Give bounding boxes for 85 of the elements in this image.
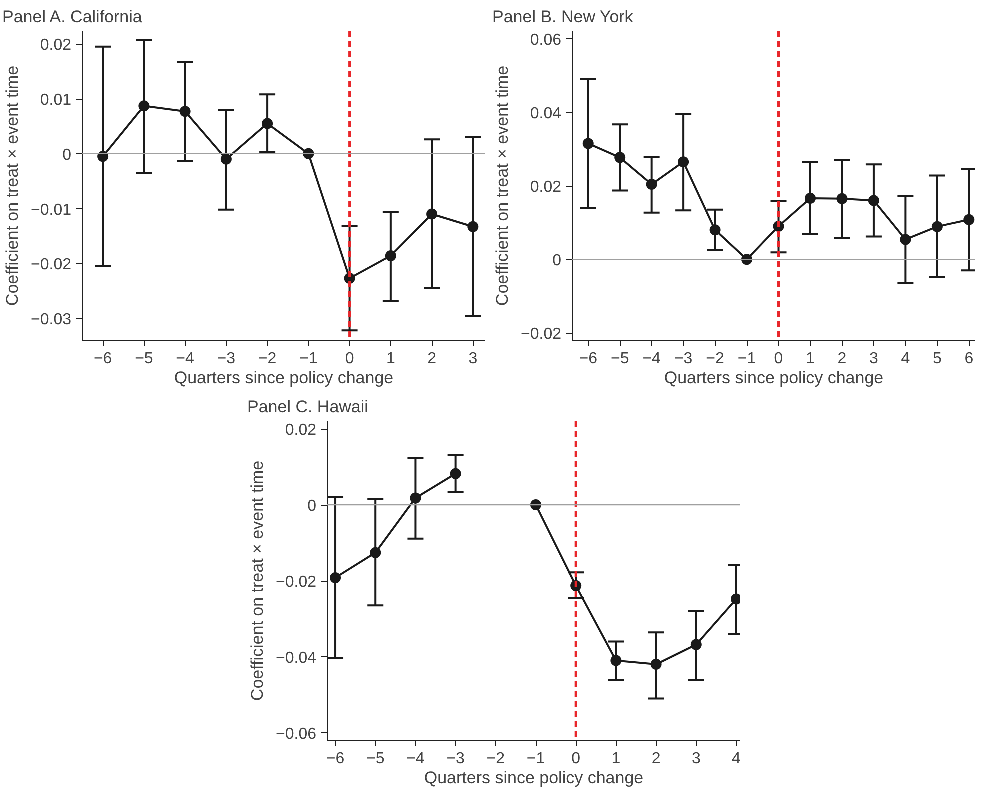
x-tick-label: −5 xyxy=(366,750,385,768)
x-tick-label: 0 xyxy=(774,350,784,368)
point xyxy=(330,572,342,584)
x-tick-label: 5 xyxy=(932,350,942,368)
x-tick-label: 2 xyxy=(838,350,847,368)
point xyxy=(450,468,462,480)
y-axis-title: Coefficient on treat × event time xyxy=(493,66,512,306)
x-tick-label: 2 xyxy=(428,350,437,368)
y-axis-title: Coefficient on treat × event time xyxy=(248,460,268,702)
x-tick-label: 1 xyxy=(612,750,621,768)
y-tick-label: 0.02 xyxy=(40,37,72,54)
x-tick-label: −2 xyxy=(706,350,725,368)
x-tick-label: 0 xyxy=(572,750,581,768)
y-tick-label: 0.02 xyxy=(285,422,317,440)
x-tick-label: −4 xyxy=(642,350,662,368)
y-tick-label: −0.04 xyxy=(276,650,317,667)
x-tick-label: 3 xyxy=(468,350,478,368)
point xyxy=(678,156,690,168)
y-tick-label: −0.01 xyxy=(31,202,72,219)
point xyxy=(385,250,396,262)
chart-title: Panel B. New York xyxy=(492,8,634,26)
x-tick-label: −4 xyxy=(406,750,425,768)
x-tick-label: −1 xyxy=(300,350,318,368)
x-tick-label: −1 xyxy=(526,750,546,768)
point xyxy=(690,639,702,650)
x-tick-label: −3 xyxy=(674,350,693,368)
x-tick-label: −6 xyxy=(579,350,598,368)
x-tick-label: −5 xyxy=(135,350,154,368)
x-tick-label: 6 xyxy=(964,350,974,368)
x-axis-title: Quarters since policy change xyxy=(424,768,644,788)
point xyxy=(710,224,721,236)
point xyxy=(610,655,622,666)
y-tick-label: 0 xyxy=(552,252,562,270)
x-tick-label: 2 xyxy=(652,750,661,768)
x-tick-label: −2 xyxy=(486,750,506,768)
y-tick-label: 0.02 xyxy=(530,179,562,196)
x-tick-label: 4 xyxy=(732,750,742,768)
x-tick-label: −4 xyxy=(176,350,195,368)
point xyxy=(262,118,274,130)
x-axis-title: Quarters since policy change xyxy=(664,368,884,388)
y-tick-label: −0.02 xyxy=(31,256,72,274)
x-axis-title: Quarters since policy change xyxy=(174,368,394,388)
point xyxy=(900,234,912,246)
x-tick-label: 1 xyxy=(806,350,816,368)
x-tick-label: −6 xyxy=(326,750,345,768)
point xyxy=(138,100,150,112)
point xyxy=(410,492,422,504)
point xyxy=(932,221,943,232)
point xyxy=(614,152,626,164)
y-tick-label: 0.04 xyxy=(530,105,562,122)
y-axis-title: Coefficient on treat × event time xyxy=(3,66,22,306)
x-tick-label: −3 xyxy=(217,350,236,368)
point xyxy=(180,106,191,118)
x-tick-label: 4 xyxy=(901,350,910,368)
y-tick-label: −0.02 xyxy=(276,574,317,591)
x-tick-label: −1 xyxy=(738,350,756,368)
y-tick-label: 0 xyxy=(308,498,317,516)
point xyxy=(868,195,880,206)
x-tick-label: −5 xyxy=(610,350,630,368)
x-tick-label: 1 xyxy=(386,350,396,368)
y-tick-label: −0.03 xyxy=(31,312,72,329)
point xyxy=(646,179,658,190)
chart-title: Panel C. Hawaii xyxy=(248,398,368,416)
y-tick-label: −0.02 xyxy=(521,326,562,344)
y-tick-label: 0.01 xyxy=(40,92,72,110)
y-tick-label: 0.06 xyxy=(530,32,562,49)
point xyxy=(730,594,740,605)
point xyxy=(426,208,438,220)
point xyxy=(964,214,975,226)
point xyxy=(836,193,848,204)
point xyxy=(370,547,382,558)
point xyxy=(582,138,594,150)
point xyxy=(804,193,816,204)
point xyxy=(468,221,479,232)
x-tick-label: 0 xyxy=(345,350,354,368)
y-tick-label: 0 xyxy=(62,146,72,164)
x-tick-label: −3 xyxy=(446,750,466,768)
x-tick-label: −6 xyxy=(94,350,112,368)
x-tick-label: −2 xyxy=(258,350,277,368)
y-tick-label: −0.06 xyxy=(276,726,317,743)
point xyxy=(220,154,232,165)
x-tick-label: 3 xyxy=(870,350,879,368)
chart-title: Panel A. California xyxy=(2,8,143,26)
x-tick-label: 3 xyxy=(692,750,701,768)
point xyxy=(650,659,662,670)
